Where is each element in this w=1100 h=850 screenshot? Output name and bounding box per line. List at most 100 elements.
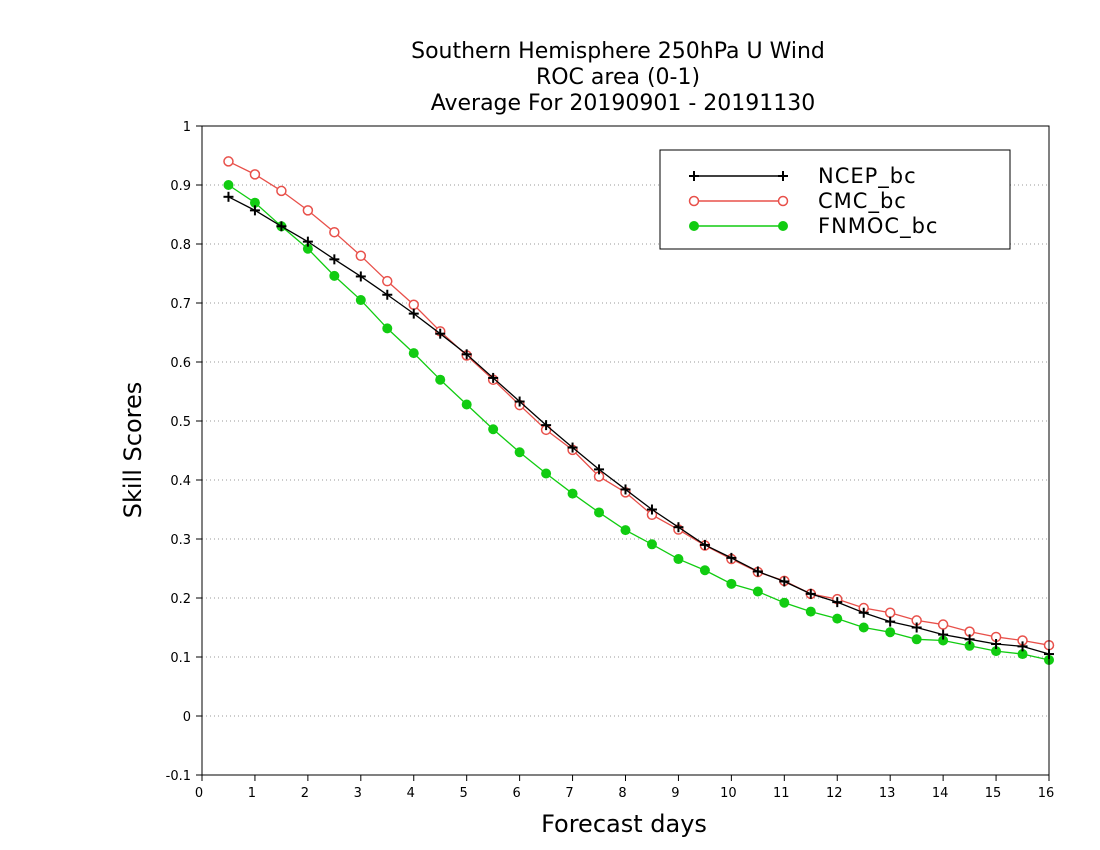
data-point-fnmoc-bc [567,488,578,499]
data-point-ncep-bc [673,522,684,533]
x-tick-label: 4 [407,786,415,801]
data-point-ncep-bc [805,588,816,599]
data-point-fnmoc-bc [302,243,313,254]
data-point-fnmoc-bc [620,525,631,536]
y-tick-label: 0.6 [170,356,191,371]
legend-label: CMC_bc [818,189,907,214]
x-tick-label: 15 [985,786,1002,801]
x-tick-label: 13 [879,786,896,801]
legend-entry-cmc-bc: CMC_bc [688,189,907,214]
y-tick-label: 0.2 [170,592,191,607]
y-axis-ticks: -0.1 0 0.1 0.2 0.3 0.4 0.5 0.6 0.7 0.8 0.9 1 [166,120,202,784]
legend-label: FNMOC_bc [818,214,938,239]
x-tick-label: 0 [195,786,203,801]
x-tick-label: 10 [720,786,737,801]
data-point-fnmoc-bc [938,635,949,646]
y-tick-label: 0.5 [170,415,191,430]
data-point-ncep-bc [329,254,340,265]
legend-marker [778,221,788,231]
data-point-fnmoc-bc [885,627,896,638]
chart-title-block: Southern Hemisphere 250hPa U Wind ROC ar… [411,39,825,116]
legend-box [659,149,1011,250]
x-tick-label: 1 [248,786,256,801]
series-line-ncep-bc [228,196,1050,655]
data-point-ncep-bc [223,191,234,202]
x-tick-label: 2 [301,786,309,801]
x-tick-label: 9 [671,786,679,801]
gridlines [202,184,1049,717]
y-tick-label: 0.8 [170,238,191,253]
data-point-fnmoc-bc [541,468,552,479]
data-point-fnmoc-bc [1017,649,1028,660]
data-point-ncep-bc [726,552,737,563]
y-tick-label: 0.7 [170,297,191,312]
y-tick-label: 0.1 [170,651,191,666]
chart-title-line-1: Southern Hemisphere 250hPa U Wind [411,39,825,64]
data-point-fnmoc-bc [832,613,843,624]
data-point-ncep-bc [594,464,605,475]
data-point-cmc-bc [355,250,367,262]
data-point-fnmoc-bc [779,597,790,608]
data-point-fnmoc-bc [752,586,763,597]
data-point-fnmoc-bc [223,180,234,190]
data-point-ncep-bc [991,639,1002,650]
data-point-ncep-bc [382,289,393,300]
x-tick-label: 3 [354,786,362,801]
y-tick-label: 0.4 [170,474,191,489]
data-point-fnmoc-bc [461,399,472,410]
data-point-ncep-bc [435,328,446,339]
y-axis-title: Skill Scores [119,382,147,519]
data-point-ncep-bc [302,236,313,247]
x-tick-label: 11 [773,786,790,801]
legend-entry-ncep-bc: NCEP_bc [689,164,917,189]
data-point-ncep-bc [911,622,922,633]
data-point-cmc-bc [884,607,896,618]
data-point-ncep-bc [646,504,657,515]
y-tick-label: -0.1 [166,769,191,784]
data-point-ncep-bc [832,597,843,608]
series-ncep-bc [223,191,1054,660]
series-line-fnmoc-bc [228,184,1050,661]
legend-marker [777,195,789,207]
data-point-ncep-bc [699,539,710,550]
data-point-ncep-bc [752,566,763,577]
data-point-cmc-bc [276,185,287,197]
data-point-fnmoc-bc [964,640,975,651]
x-tick-label: 12 [826,786,843,801]
x-tick-label: 5 [460,786,468,801]
data-point-fnmoc-bc [646,539,657,550]
data-point-ncep-bc [276,221,287,232]
data-point-fnmoc-bc [382,323,393,334]
data-point-ncep-bc [567,442,578,453]
data-point-ncep-bc [779,576,790,587]
data-point-ncep-bc [620,484,631,495]
data-point-fnmoc-bc [594,507,605,518]
data-point-ncep-bc [408,308,419,319]
data-point-fnmoc-bc [858,622,869,633]
legend-marker [688,195,700,207]
x-tick-label: 7 [565,786,573,801]
data-point-fnmoc-bc [488,424,499,435]
data-point-cmc-bc [408,299,419,311]
x-axis-ticks: 0 1 2 3 4 5 6 7 8 9 10 11 12 13 14 15 16 [195,775,1054,801]
x-tick-label: 14 [932,786,949,801]
data-point-ncep-bc [885,616,896,627]
data-point-ncep-bc [1017,641,1028,652]
data-point-cmc-bc [329,226,340,238]
data-point-fnmoc-bc [911,634,922,645]
data-point-ncep-bc [938,629,949,640]
data-point-cmc-bc [302,205,314,216]
data-point-fnmoc-bc [699,565,710,576]
legend-entry-fnmoc-bc: FNMOC_bc [689,214,938,239]
data-point-fnmoc-bc [249,197,260,208]
data-point-fnmoc-bc [355,295,366,306]
legend-label: NCEP_bc [818,164,917,189]
data-point-fnmoc-bc [408,348,419,359]
x-tick-label: 8 [618,786,626,801]
data-point-ncep-bc [355,271,366,282]
data-point-ncep-bc [514,396,525,407]
data-point-cmc-bc [937,619,949,630]
chart-title-line-3: Average For 20190901 - 20191130 [431,91,816,116]
data-point-cmc-bc [223,156,234,167]
